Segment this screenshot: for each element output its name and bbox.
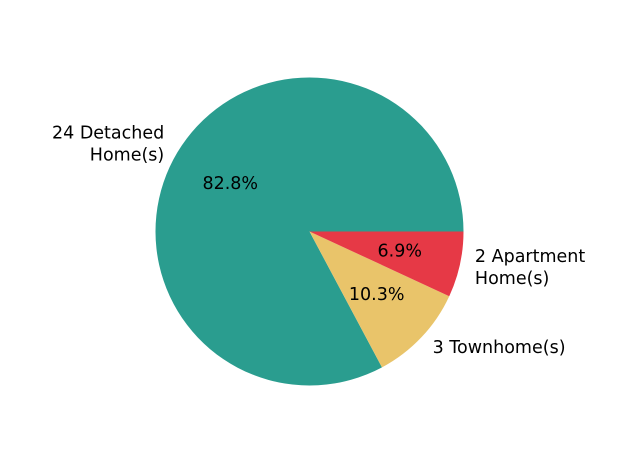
slice-category-label-line: Home(s) bbox=[90, 145, 164, 165]
slice-category-label-line: 3 Townhome(s) bbox=[433, 338, 566, 358]
pie-slice bbox=[309, 231, 450, 368]
pie-slice bbox=[155, 77, 464, 386]
slice-category-label: 3 Townhome(s) bbox=[433, 338, 566, 358]
pie-slices bbox=[155, 77, 464, 386]
slice-category-label: 2 Apartment Home(s) bbox=[475, 247, 585, 289]
pie-labels: 82.8%24 Detached Home(s)10.3%3 Townhome(s… bbox=[52, 123, 585, 357]
slice-percent-label: 6.9% bbox=[378, 241, 422, 261]
slice-percent-label: 82.8% bbox=[202, 174, 258, 194]
pie-slice bbox=[309, 231, 464, 297]
slice-percent-label: 10.3% bbox=[349, 285, 405, 305]
slice-category-label-line: 2 Apartment bbox=[475, 247, 585, 267]
slice-category-label-line: Home(s) bbox=[475, 269, 549, 289]
slice-category-label-line: 24 Detached bbox=[52, 123, 164, 143]
slice-category-label: 24 Detached Home(s) bbox=[52, 123, 164, 165]
